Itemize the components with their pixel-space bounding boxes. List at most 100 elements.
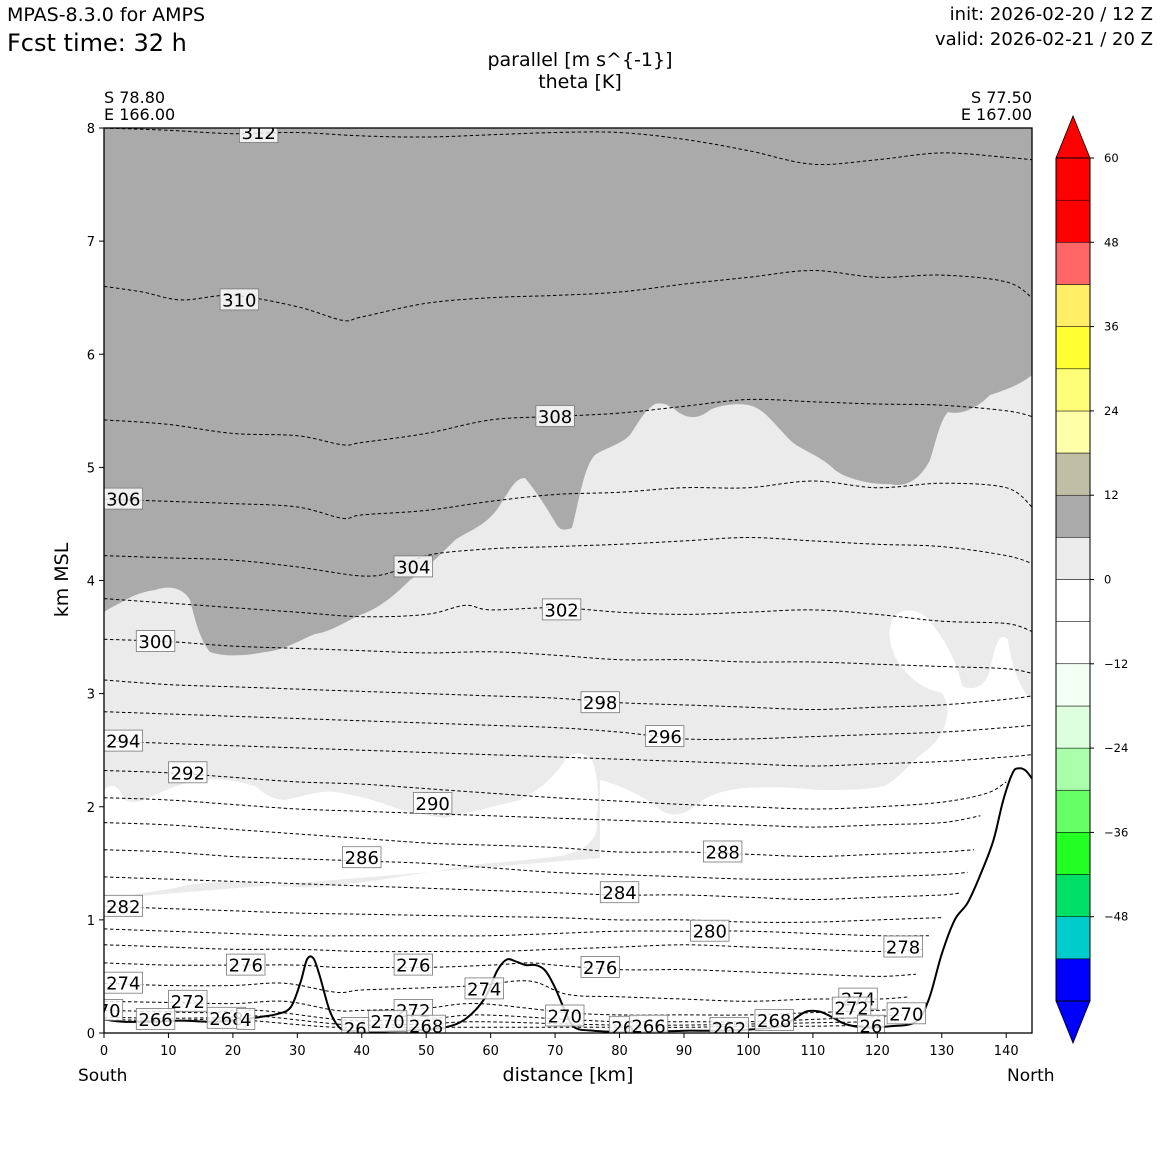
contour-label-276-box bbox=[226, 953, 266, 976]
contour-label-270: 70 bbox=[104, 999, 124, 1022]
contour-label-290-box bbox=[412, 792, 453, 814]
y-tick-label-8: 8 bbox=[87, 122, 95, 137]
theta-contour-278 bbox=[104, 944, 923, 953]
north-label: North bbox=[1007, 1066, 1055, 1086]
contour-label-extra-6-text: 26 bbox=[344, 1019, 367, 1040]
contour-label-288-text: 288 bbox=[706, 843, 740, 864]
wind-region-12-18 bbox=[104, 128, 1032, 656]
contour-label-extra-13: 272 bbox=[831, 996, 872, 1020]
colorbar-bin--24 bbox=[1055, 705, 1091, 749]
theta-contour-280 bbox=[104, 928, 929, 937]
contour-label-302: 302 bbox=[541, 598, 582, 621]
contour-label-extra-5-text: 268 bbox=[409, 1017, 443, 1038]
y-tick-label-5: 5 bbox=[87, 461, 95, 476]
contour-label-282-text: 282 bbox=[106, 897, 140, 918]
contour-label-extra-3-box bbox=[580, 956, 620, 978]
contour-label-extra-14: 270 bbox=[886, 1002, 926, 1025]
colorbar-tick-label--48: −48 bbox=[1104, 910, 1128, 924]
contour-label-302-text: 302 bbox=[544, 600, 578, 621]
contour-label-304-text: 304 bbox=[396, 557, 430, 578]
y-tick-label-0: 0 bbox=[87, 1027, 95, 1042]
chart-title: parallel [m s^{-1}] bbox=[487, 49, 673, 71]
theta-contour-282 bbox=[104, 905, 942, 923]
contour-label-280-box bbox=[690, 919, 730, 942]
chart-subtitle: theta [K] bbox=[538, 71, 622, 93]
colorbar-bin--12 bbox=[1055, 621, 1091, 664]
contour-label-296: 296 bbox=[645, 725, 685, 748]
colorbar-tick-label-48: 48 bbox=[1104, 235, 1119, 249]
colorbar-bin-54 bbox=[1055, 157, 1091, 201]
colorbar-bin--36 bbox=[1055, 790, 1091, 833]
x-tick-label-10: 10 bbox=[160, 1044, 177, 1059]
contour-label-extra-4-text: 270 bbox=[370, 1012, 404, 1033]
contour-label-304-box bbox=[393, 555, 434, 578]
contour-label-extra-11-box bbox=[754, 1009, 794, 1031]
x-tick-label-20: 20 bbox=[225, 1044, 242, 1059]
contour-label-extra-5-box bbox=[406, 1014, 446, 1033]
contour-label-274: 274 bbox=[104, 971, 143, 995]
contour-label-280: 280 bbox=[690, 919, 730, 943]
x-tick-label-120: 120 bbox=[865, 1044, 890, 1059]
contour-label-extra-3: 276 bbox=[580, 956, 620, 979]
contour-label-268-text: 268 bbox=[209, 1009, 243, 1030]
x-axis-label: distance [km] bbox=[502, 1064, 634, 1086]
contour-label-extra-9-text: 266 bbox=[631, 1017, 665, 1038]
colorbar-bin-48 bbox=[1055, 199, 1091, 243]
theta-contour-304 bbox=[104, 536, 1032, 577]
colorbar-tick-label--24: −24 bbox=[1104, 741, 1128, 755]
colorbar-bin--6 bbox=[1055, 579, 1091, 622]
x-tick-label-30: 30 bbox=[289, 1044, 306, 1059]
y-tick-label-4: 4 bbox=[87, 575, 95, 590]
colorbar-bin--18 bbox=[1055, 663, 1091, 707]
contour-label-extra-7: 270 bbox=[545, 1004, 585, 1028]
contour-label-286-box bbox=[342, 846, 382, 869]
contour-label-298: 298 bbox=[580, 691, 620, 714]
contour-label-extra-11: 268 bbox=[754, 1009, 794, 1032]
theta-contour-308 bbox=[104, 398, 1032, 446]
contour-label-extra-6: 26 bbox=[341, 1017, 370, 1040]
contour-label-272-box bbox=[168, 989, 208, 1012]
colorbar-bin--30 bbox=[1055, 747, 1091, 791]
contour-label-266-box bbox=[135, 1008, 176, 1030]
contour-label-290: 290 bbox=[412, 792, 453, 815]
contour-label-extra-10-text: 262 bbox=[712, 1019, 746, 1040]
contour-label-272: 272 bbox=[168, 989, 208, 1013]
colorbar-tick-label-24: 24 bbox=[1104, 404, 1119, 418]
contour-label-extra-10: 262 bbox=[709, 1017, 749, 1040]
forecast-time: Fcst time: 32 h bbox=[7, 29, 187, 57]
contour-label-308: 308 bbox=[535, 405, 575, 428]
right-latitude: S 77.50 bbox=[970, 88, 1032, 107]
contour-label-284-text: 284 bbox=[602, 883, 636, 904]
contour-label-272-text: 272 bbox=[171, 992, 205, 1013]
colorbar-bin-0 bbox=[1055, 537, 1091, 580]
contour-label-extra-7-box bbox=[545, 1004, 585, 1027]
theta-contour-296 bbox=[104, 711, 1032, 740]
contour-label-270-box bbox=[104, 999, 124, 1021]
contour-label-extra-16-box bbox=[236, 1008, 256, 1030]
contour-label-306-text: 306 bbox=[106, 490, 140, 511]
colorbar-bin--60 bbox=[1055, 958, 1091, 1002]
theta-contour-284 bbox=[104, 876, 962, 901]
colorbar-bin-24 bbox=[1055, 368, 1091, 412]
contour-label-286-text: 286 bbox=[345, 848, 379, 869]
colorbar-bin--42 bbox=[1055, 832, 1091, 875]
valid-time: valid: 2026-02-21 / 20 Z bbox=[935, 29, 1153, 50]
model-name: MPAS-8.3.0 for AMPS bbox=[7, 4, 206, 26]
theta-contour-292 bbox=[104, 770, 1007, 810]
theta-contour-266 bbox=[104, 1018, 878, 1029]
y-tick-label-7: 7 bbox=[87, 235, 95, 250]
contour-label-290-text: 290 bbox=[416, 794, 450, 815]
y-tick-label-6: 6 bbox=[87, 348, 95, 363]
contour-label-306: 306 bbox=[104, 487, 143, 511]
colorbar-over-arrow bbox=[1055, 114, 1091, 159]
contour-label-268: 268 bbox=[206, 1006, 247, 1030]
contour-label-extra-7-text: 270 bbox=[548, 1007, 582, 1028]
x-tick-label-80: 80 bbox=[611, 1044, 628, 1059]
contour-label-300-text: 300 bbox=[138, 632, 172, 653]
y-axis-ticks: 0 1 2 3 4 5 6 7 8 bbox=[87, 122, 104, 1042]
colorbar-bin-30 bbox=[1055, 326, 1091, 370]
contour-label-310-text: 310 bbox=[222, 290, 256, 311]
x-tick-label-0: 0 bbox=[100, 1044, 108, 1059]
y-tick-label-3: 3 bbox=[87, 688, 95, 703]
